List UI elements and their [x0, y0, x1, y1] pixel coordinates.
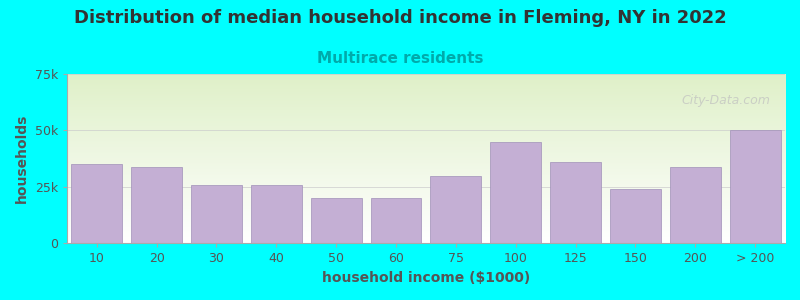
Y-axis label: households: households [15, 114, 29, 203]
Bar [550, 162, 601, 243]
Bar [490, 142, 541, 243]
Bar [310, 198, 362, 243]
Bar [730, 130, 781, 243]
Bar [610, 189, 661, 243]
Text: Multirace residents: Multirace residents [317, 51, 483, 66]
Bar [131, 167, 182, 243]
Bar [191, 185, 242, 243]
Bar [251, 185, 302, 243]
Bar [670, 167, 721, 243]
Text: Distribution of median household income in Fleming, NY in 2022: Distribution of median household income … [74, 9, 726, 27]
Bar [71, 164, 122, 243]
X-axis label: household income ($1000): household income ($1000) [322, 271, 530, 285]
Bar [430, 176, 482, 243]
Text: City-Data.com: City-Data.com [682, 94, 770, 107]
Bar [370, 198, 422, 243]
